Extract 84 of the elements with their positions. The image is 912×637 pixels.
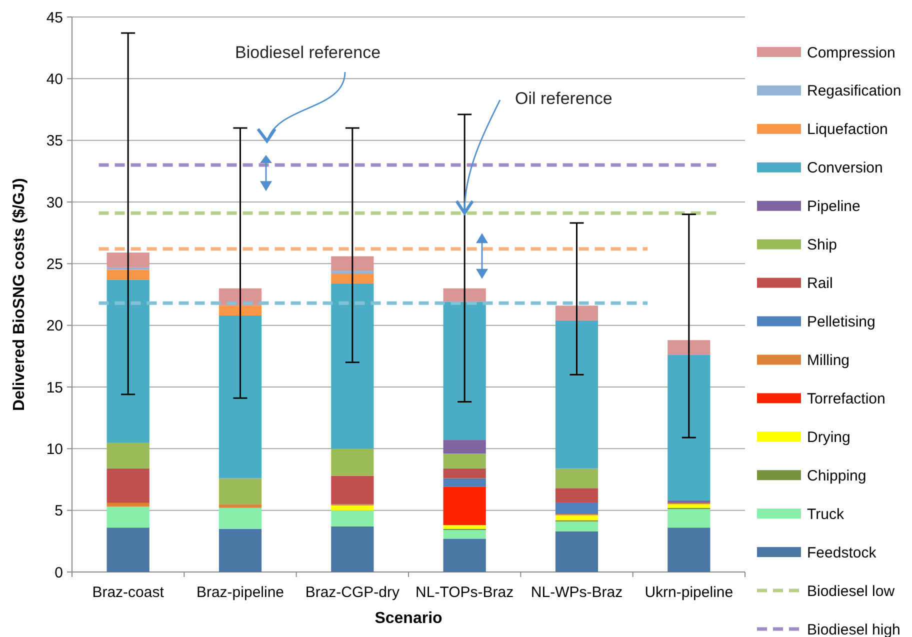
bar <box>443 468 486 478</box>
bar <box>555 320 598 468</box>
annotation: Biodiesel reference <box>235 43 381 62</box>
bar <box>106 270 150 280</box>
y-tick-label: 45 <box>46 9 63 26</box>
bar <box>443 454 486 468</box>
bar <box>218 478 262 504</box>
bar <box>443 440 486 454</box>
legend-label: Drying <box>807 428 850 446</box>
bar <box>218 306 262 316</box>
bar <box>331 283 374 449</box>
bar <box>106 267 150 270</box>
legend-label: Feedstock <box>807 544 877 562</box>
y-tick-label: 10 <box>46 440 63 458</box>
bar <box>555 502 598 514</box>
bar <box>331 510 374 526</box>
y-tick-label: 20 <box>46 318 63 335</box>
legend-label: Rail <box>807 275 833 292</box>
bar <box>668 354 710 500</box>
bar <box>555 515 598 520</box>
x-tick-label: Braz-coast <box>92 584 165 601</box>
bar <box>218 508 262 529</box>
bar <box>555 306 598 320</box>
legend-label: Chipping <box>807 467 866 484</box>
bar <box>668 528 710 572</box>
legend-label: Torrefaction <box>807 390 886 408</box>
bar <box>106 506 150 528</box>
legend-label: Ship <box>807 236 838 254</box>
bar <box>443 486 486 526</box>
bar <box>668 509 710 528</box>
bar <box>331 448 374 476</box>
bar <box>106 252 150 268</box>
bar <box>555 488 598 503</box>
bar <box>668 500 710 503</box>
y-tick-label: 35 <box>46 132 63 150</box>
bar <box>443 538 486 572</box>
x-tick-label: Ukrn-pipeline <box>644 584 734 601</box>
y-tick-label: 5 <box>54 502 63 520</box>
annotation: Oil reference <box>515 89 612 108</box>
x-tick-label: Braz-CGP-dry <box>305 584 400 601</box>
legend-label: Biodiesel high <box>807 621 900 637</box>
bar <box>331 271 374 274</box>
bar <box>668 340 710 355</box>
x-tick-label: NL-TOPs-Braz <box>416 584 514 601</box>
bar <box>443 302 486 440</box>
bar <box>106 442 150 468</box>
legend-label: Pelletising <box>807 314 876 331</box>
legend-label: Biodiesel low <box>807 582 895 600</box>
bar <box>331 526 374 572</box>
y-tick-label: 30 <box>46 194 63 212</box>
x-axis-title: Scenario <box>374 610 443 627</box>
bar <box>668 504 710 508</box>
bar <box>106 528 150 572</box>
bar <box>443 478 486 487</box>
legend-label: Conversion <box>807 160 883 177</box>
legend-label: Regasification <box>807 82 902 100</box>
bar <box>555 468 598 488</box>
legend-label: Milling <box>807 352 850 369</box>
bar <box>555 521 598 532</box>
bar <box>106 502 150 507</box>
bar <box>331 256 374 272</box>
bar <box>218 315 262 478</box>
legend-label: Compression <box>807 44 896 62</box>
bar <box>331 476 374 504</box>
y-tick-label: 25 <box>46 256 63 273</box>
y-tick-label: 15 <box>46 379 63 396</box>
bar <box>443 530 486 539</box>
bar <box>331 274 374 284</box>
bar <box>443 288 486 302</box>
x-tick-label: NL-WPs-Braz <box>530 584 623 601</box>
bar <box>331 505 374 510</box>
bar <box>106 280 150 442</box>
legend-label: Pipeline <box>807 198 860 216</box>
bar <box>443 525 486 529</box>
y-tick-label: 0 <box>54 564 63 582</box>
y-tick-label: 40 <box>46 70 63 88</box>
y-axis-title: Delivered BioSNG costs ($/GJ) <box>11 178 28 411</box>
legend-label: Liquefaction <box>807 121 888 138</box>
legend-label: Truck <box>807 506 844 523</box>
bar <box>106 468 150 503</box>
x-tick-label: Braz-pipeline <box>196 584 284 601</box>
bar <box>218 528 262 572</box>
bar <box>218 504 262 508</box>
bar <box>555 531 598 572</box>
